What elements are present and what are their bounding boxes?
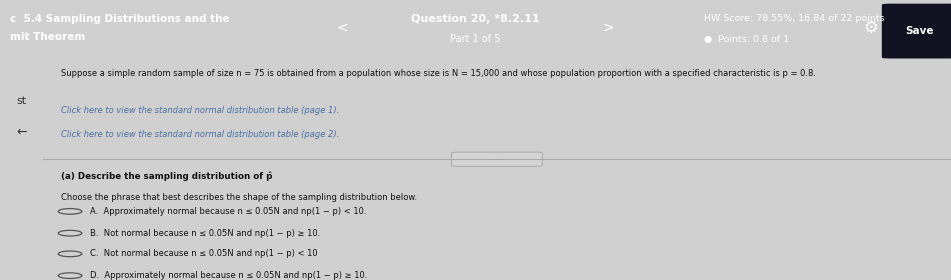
- Text: Suppose a simple random sample of size n = 75 is obtained from a population whos: Suppose a simple random sample of size n…: [61, 69, 816, 78]
- FancyBboxPatch shape: [452, 152, 542, 166]
- Text: mit Theorem: mit Theorem: [10, 32, 85, 42]
- Text: HW Score: 78.55%, 16.84 of 22 points: HW Score: 78.55%, 16.84 of 22 points: [704, 14, 884, 23]
- Text: B.  Not normal because n ≤ 0.05N and np(1 − p) ≥ 10.: B. Not normal because n ≤ 0.05N and np(1…: [90, 229, 320, 238]
- Text: ⚙: ⚙: [864, 19, 879, 37]
- Text: ●  Points: 0.8 of 1: ● Points: 0.8 of 1: [704, 34, 789, 43]
- Text: Save: Save: [905, 26, 934, 36]
- Text: A.  Approximately normal because n ≤ 0.05N and np(1 − p) < 10.: A. Approximately normal because n ≤ 0.05…: [90, 207, 366, 216]
- Text: st: st: [16, 96, 27, 106]
- Text: Click here to view the standard normal distribution table (page 2).: Click here to view the standard normal d…: [61, 130, 340, 139]
- Text: · · ·: · · ·: [493, 157, 501, 162]
- Text: Part 1 of 5: Part 1 of 5: [450, 34, 501, 43]
- Text: <: <: [337, 21, 348, 35]
- Text: >: >: [603, 21, 614, 35]
- Text: Click here to view the standard normal distribution table (page 1).: Click here to view the standard normal d…: [61, 106, 340, 115]
- Text: Question 20, *8.2.11: Question 20, *8.2.11: [411, 14, 540, 24]
- Text: Choose the phrase that best describes the shape of the sampling distribution bel: Choose the phrase that best describes th…: [61, 193, 417, 202]
- Text: C.  Not normal because n ≤ 0.05N and np(1 − p) < 10: C. Not normal because n ≤ 0.05N and np(1…: [90, 249, 318, 258]
- Text: (a) Describe the sampling distribution of p̂: (a) Describe the sampling distribution o…: [61, 171, 272, 181]
- FancyBboxPatch shape: [883, 4, 951, 58]
- Text: c  5.4 Sampling Distributions and the: c 5.4 Sampling Distributions and the: [10, 14, 229, 24]
- Text: D.  Approximately normal because n ≤ 0.05N and np(1 − p) ≥ 10.: D. Approximately normal because n ≤ 0.05…: [90, 271, 367, 280]
- Text: ←: ←: [16, 125, 27, 138]
